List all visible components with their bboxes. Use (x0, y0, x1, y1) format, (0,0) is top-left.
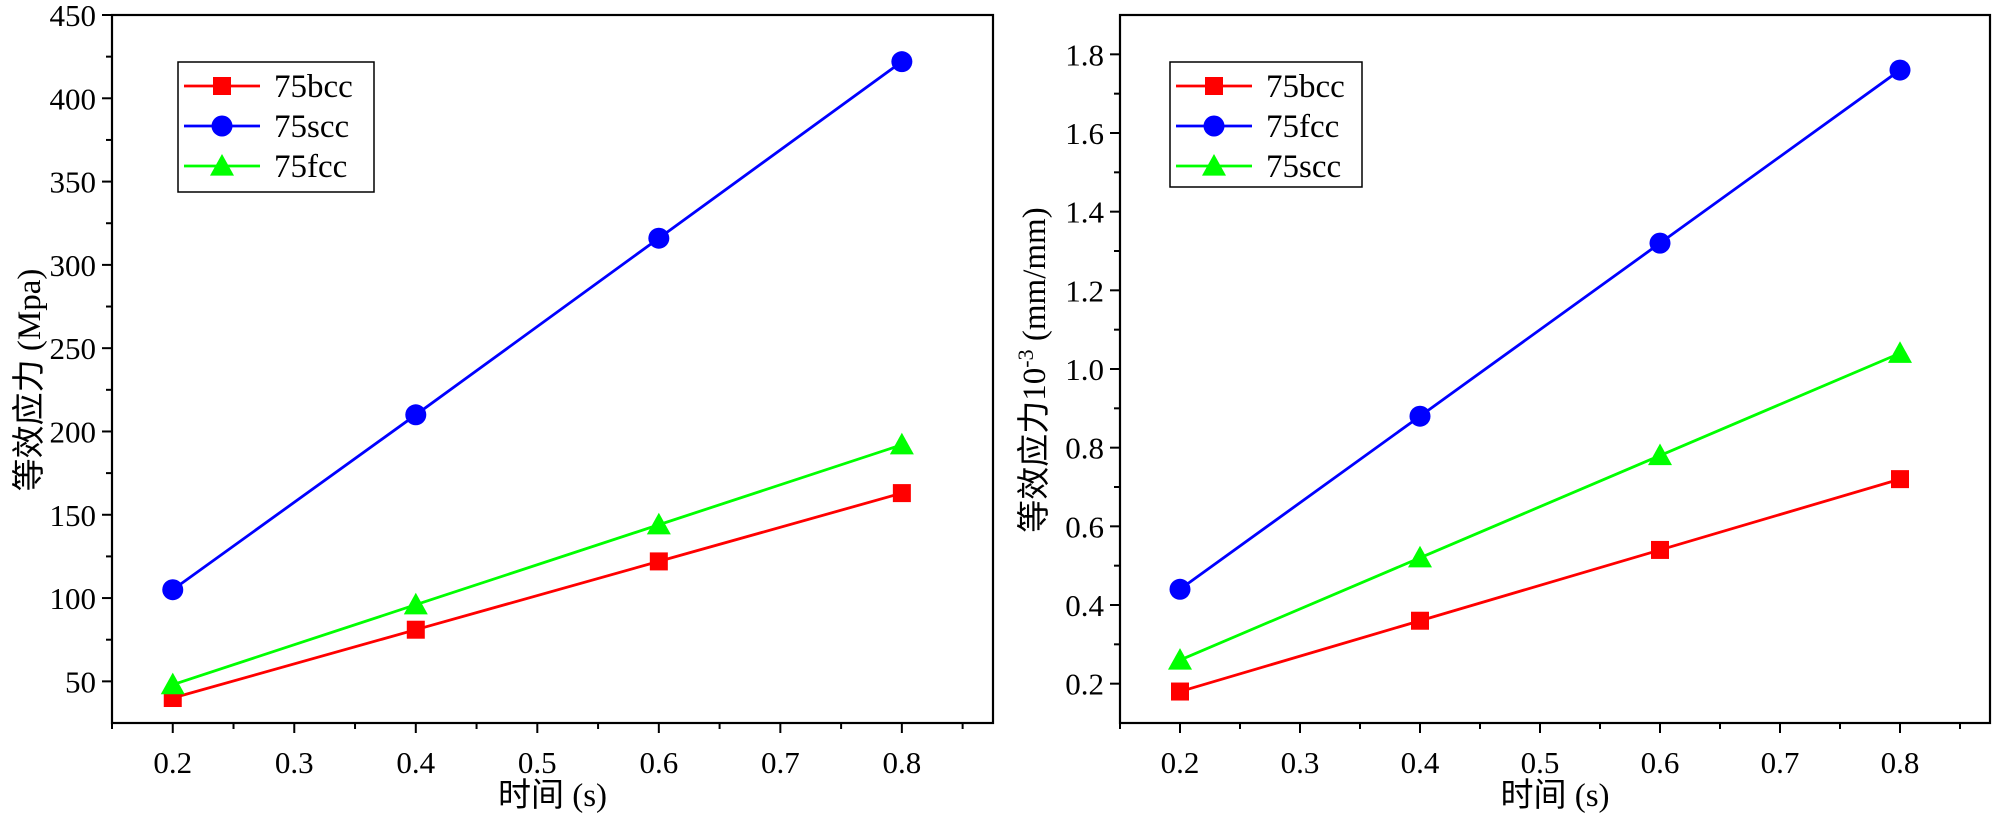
data-point-75fcc (1169, 578, 1191, 600)
legend-marker-75bcc (213, 77, 231, 95)
legend-label-75fcc: 75fcc (274, 149, 347, 185)
data-point-75scc (405, 404, 427, 426)
y-axis-title-main: 等效应力10 (1016, 368, 1053, 533)
x-tick-label: 0.6 (639, 745, 678, 780)
data-point-75bcc (649, 552, 668, 571)
legend-marker-75scc (1202, 154, 1226, 176)
y-tick-label: 0.2 (1065, 667, 1104, 702)
y-axis-title-superscript: -3 (1013, 349, 1038, 367)
y-tick-label: 450 (50, 0, 97, 33)
legend-marker-75bcc (1205, 77, 1223, 95)
legend-marker-75scc (211, 115, 233, 137)
x-tick-label: 0.3 (275, 745, 314, 780)
plot-frame (110, 13, 995, 725)
data-point-75fcc (1649, 232, 1671, 254)
legend-marker-75fcc (1203, 115, 1225, 137)
y-tick-label: 250 (50, 331, 97, 366)
x-tick-label: 0.7 (1761, 745, 1800, 780)
data-point-75scc (648, 227, 670, 249)
data-point-75scc (1168, 648, 1192, 670)
data-point-75bcc (892, 484, 911, 503)
left-chart: 0.2 0.3 0.4 0.5 0.6 0.7 0.8 50 100 150 200 250 300 35… (11, 0, 995, 814)
y-tick-label: 1.6 (1065, 116, 1104, 151)
x-tick-label: 0.4 (396, 745, 435, 780)
x-tick-label: 0.8 (882, 745, 921, 780)
y-tick-label: 0.6 (1065, 509, 1104, 544)
data-point-75scc (1888, 341, 1912, 363)
legend-label-75scc: 75scc (274, 109, 349, 145)
x-tick-label: 0.2 (1161, 745, 1200, 780)
data-point-75fcc (160, 672, 185, 695)
right-chart: 0.2 0.3 0.4 0.5 0.6 0.7 0.8 0.2 0.4 0.6 0.8 1.0 1.2 1… (1013, 13, 1992, 814)
x-tick-label: 0.4 (1401, 745, 1440, 780)
data-point-75fcc (1889, 59, 1911, 81)
x-tick-label: 0.2 (153, 745, 192, 780)
x-tick-label: 0.7 (761, 745, 800, 780)
y-tick-label: 1.4 (1065, 195, 1104, 230)
y-tick-label: 0.4 (1065, 588, 1104, 623)
y-tick-label: 400 (50, 81, 97, 116)
y-tick-label: 100 (50, 581, 97, 616)
y-axis-title-main: 等效应力 (Mpa) (11, 269, 48, 492)
y-axis-title: 等效应力10-3 (mm/mm) (1013, 207, 1053, 532)
data-point-75fcc (646, 512, 671, 535)
x-tick-label: 0.6 (1641, 745, 1680, 780)
y-tick-label: 1.0 (1065, 352, 1104, 387)
y-tick-label: 1.8 (1065, 37, 1104, 72)
series-line-75fcc (1179, 68, 1901, 591)
y-axis-title: 等效应力 (Mpa) (11, 269, 48, 492)
x-tick-label: 0.3 (1281, 745, 1320, 780)
legend-label-75fcc: 75fcc (1266, 109, 1339, 145)
x-tick-label: 0.5 (518, 745, 557, 780)
series-line-75scc (171, 60, 903, 591)
data-point-75scc (891, 51, 913, 73)
y-axis-title-suffix: (mm/mm) (1017, 207, 1053, 349)
data-point-75bcc (1171, 682, 1189, 701)
x-tick-label: 0.8 (1881, 745, 1920, 780)
y-tick-label: 0.8 (1065, 431, 1104, 466)
legend-label-75bcc: 75bcc (274, 69, 353, 105)
legend-marker-75fcc (210, 154, 234, 176)
data-point-75scc (1648, 443, 1672, 466)
data-point-75bcc (1411, 611, 1429, 630)
data-point-75fcc (403, 592, 428, 615)
data-point-75fcc (1409, 405, 1431, 427)
y-tick-label: 150 (50, 498, 97, 533)
series-line-75scc (1179, 351, 1901, 662)
y-tick-label: 200 (50, 414, 97, 449)
y-tick-label: 1.2 (1065, 273, 1104, 308)
y-tick-label: 50 (65, 664, 96, 699)
x-axis-title: 时间 (s) (1500, 778, 1609, 814)
series-line-75fcc (172, 443, 903, 687)
data-point-75fcc (889, 432, 914, 455)
legend-label-75bcc: 75bcc (1266, 69, 1345, 105)
data-point-75bcc (1891, 470, 1909, 489)
series-line-75bcc (172, 491, 903, 700)
legend-label-75scc: 75scc (1266, 149, 1341, 185)
data-point-75bcc (1651, 540, 1669, 559)
data-point-75scc (1408, 545, 1432, 568)
x-tick-label: 0.5 (1521, 745, 1560, 780)
series-line-75bcc (1179, 477, 1901, 693)
y-tick-label: 350 (50, 165, 97, 200)
y-tick-label: 300 (50, 248, 97, 283)
data-point-75bcc (406, 620, 425, 639)
x-axis-title: 时间 (s) (498, 778, 607, 814)
data-point-75scc (162, 579, 184, 601)
